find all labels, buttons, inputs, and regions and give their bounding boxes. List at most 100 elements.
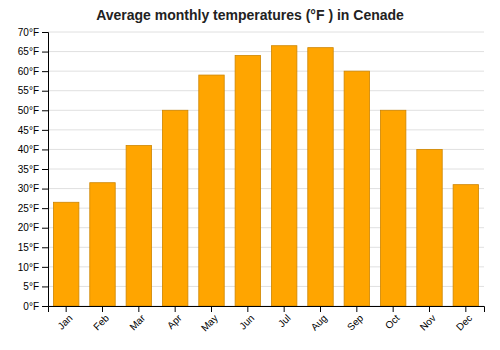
y-tick-mark <box>42 228 48 229</box>
x-tick-label: Aug <box>309 312 329 332</box>
y-tick: 25°F <box>18 203 48 214</box>
x-tick-label: Feb <box>91 312 111 332</box>
bar <box>199 75 224 306</box>
y-tick: 70°F <box>18 27 48 38</box>
y-tick-label: 20°F <box>18 222 39 233</box>
bar <box>308 48 333 306</box>
y-tick-label: 5°F <box>23 281 39 292</box>
x-tick-mark <box>393 306 394 312</box>
y-tick-label: 65°F <box>18 46 39 57</box>
bar <box>417 149 442 306</box>
grid-line <box>48 51 484 52</box>
y-tick: 0°F <box>23 301 48 312</box>
bar <box>271 46 296 306</box>
x-tick: Jan <box>55 306 74 332</box>
y-axis-line <box>42 33 49 307</box>
x-axis-line <box>49 307 485 313</box>
x-tick: Dec <box>454 306 474 333</box>
y-tick-label: 10°F <box>18 262 39 273</box>
y-tick-mark <box>42 267 48 268</box>
x-tick-label: Sep <box>345 312 366 333</box>
y-tick-mark <box>42 169 48 170</box>
y-tick-label: 50°F <box>18 105 39 116</box>
y-tick-label: 45°F <box>18 125 39 136</box>
y-tick: 40°F <box>18 144 48 155</box>
bar <box>344 71 369 306</box>
y-tick-mark <box>42 306 48 307</box>
grid-line <box>48 110 484 111</box>
y-tick-mark <box>42 286 48 287</box>
y-tick: 50°F <box>18 105 48 116</box>
bar <box>162 110 187 306</box>
y-tick: 10°F <box>18 262 48 273</box>
x-tick: Sep <box>345 306 366 333</box>
chart-container: 0°F 5°F 10°F 15°F 20°F 25°F 30°F 35°F 40°F 45°F 50… <box>0 0 500 350</box>
x-tick-label: Dec <box>454 312 474 332</box>
x-tick-mark <box>320 306 321 312</box>
x-tick-mark <box>138 306 139 312</box>
grid-line <box>48 90 484 91</box>
y-tick: 20°F <box>18 222 48 233</box>
y-tick: 5°F <box>23 281 48 292</box>
y-tick-mark <box>42 110 48 111</box>
x-tick-mark <box>175 306 176 312</box>
x-tick-label: Oct <box>383 312 402 331</box>
chart-svg: 0°F 5°F 10°F 15°F 20°F 25°F 30°F 35°F 40°F 45°F 50… <box>0 0 500 350</box>
x-tick-mark <box>211 306 212 312</box>
x-tick: Oct <box>383 306 402 331</box>
y-tick-mark <box>42 189 48 190</box>
x-tick: Jun <box>237 306 256 332</box>
y-tick-label: 25°F <box>18 203 39 214</box>
y-tick-mark <box>42 208 48 209</box>
y-tick-mark <box>42 149 48 150</box>
y-tick-label: 60°F <box>18 66 39 77</box>
x-tick: Mar <box>127 306 147 332</box>
x-tick: May <box>199 306 220 334</box>
y-tick-label: 30°F <box>18 183 39 194</box>
y-tick-mark <box>42 130 48 131</box>
y-tick-label: 15°F <box>18 242 39 253</box>
y-tick: 60°F <box>18 66 48 77</box>
x-tick-mark <box>284 306 285 312</box>
x-tick-mark <box>247 306 248 312</box>
x-tick: Jul <box>276 306 293 329</box>
y-axis: 0°F 5°F 10°F 15°F 20°F 25°F 30°F 35°F 40°F 45°F 50… <box>18 27 49 312</box>
x-tick-label: Jul <box>276 312 293 329</box>
y-tick-label: 0°F <box>23 301 39 312</box>
bar <box>453 185 478 306</box>
x-tick: Apr <box>165 306 184 331</box>
title: Average monthly temperatures (°F ) in Ce… <box>96 7 404 23</box>
x-tick-mark <box>465 306 466 312</box>
x-axis: Jan Feb Mar Apr May Jun Jul Aug Sep Oct Nov Dec <box>49 306 485 334</box>
x-tick: Nov <box>418 306 438 333</box>
y-tick: 35°F <box>18 164 48 175</box>
grid <box>48 32 484 306</box>
y-tick-label: 35°F <box>18 164 39 175</box>
x-tick-mark <box>429 306 430 312</box>
x-tick-label: Mar <box>127 312 147 332</box>
bars <box>53 46 478 306</box>
x-tick-mark <box>102 306 103 312</box>
y-tick-mark <box>42 32 48 33</box>
x-tick-label: Nov <box>418 312 438 332</box>
bar <box>90 183 115 306</box>
grid-line <box>48 71 484 72</box>
x-tick: Aug <box>309 306 329 333</box>
plot: 0°F 5°F 10°F 15°F 20°F 25°F 30°F 35°F 40°F 45°F 50… <box>18 27 485 334</box>
x-tick-label: May <box>199 312 220 333</box>
page: 0°F 5°F 10°F 15°F 20°F 25°F 30°F 35°F 40°F 45°F 50… <box>0 0 500 350</box>
x-tick-label: Apr <box>165 312 184 331</box>
bar <box>380 110 405 306</box>
y-tick-mark <box>42 71 48 72</box>
y-tick: 45°F <box>18 125 48 136</box>
x-tick: Feb <box>91 306 111 332</box>
y-tick: 65°F <box>18 46 48 57</box>
bar <box>235 55 260 306</box>
x-tick-mark <box>356 306 357 312</box>
bar <box>126 146 151 306</box>
y-tick-label: 55°F <box>18 85 39 96</box>
y-tick-mark <box>42 52 48 53</box>
bar <box>53 202 78 306</box>
y-tick: 15°F <box>18 242 48 253</box>
x-tick-label: Jan <box>55 312 74 331</box>
